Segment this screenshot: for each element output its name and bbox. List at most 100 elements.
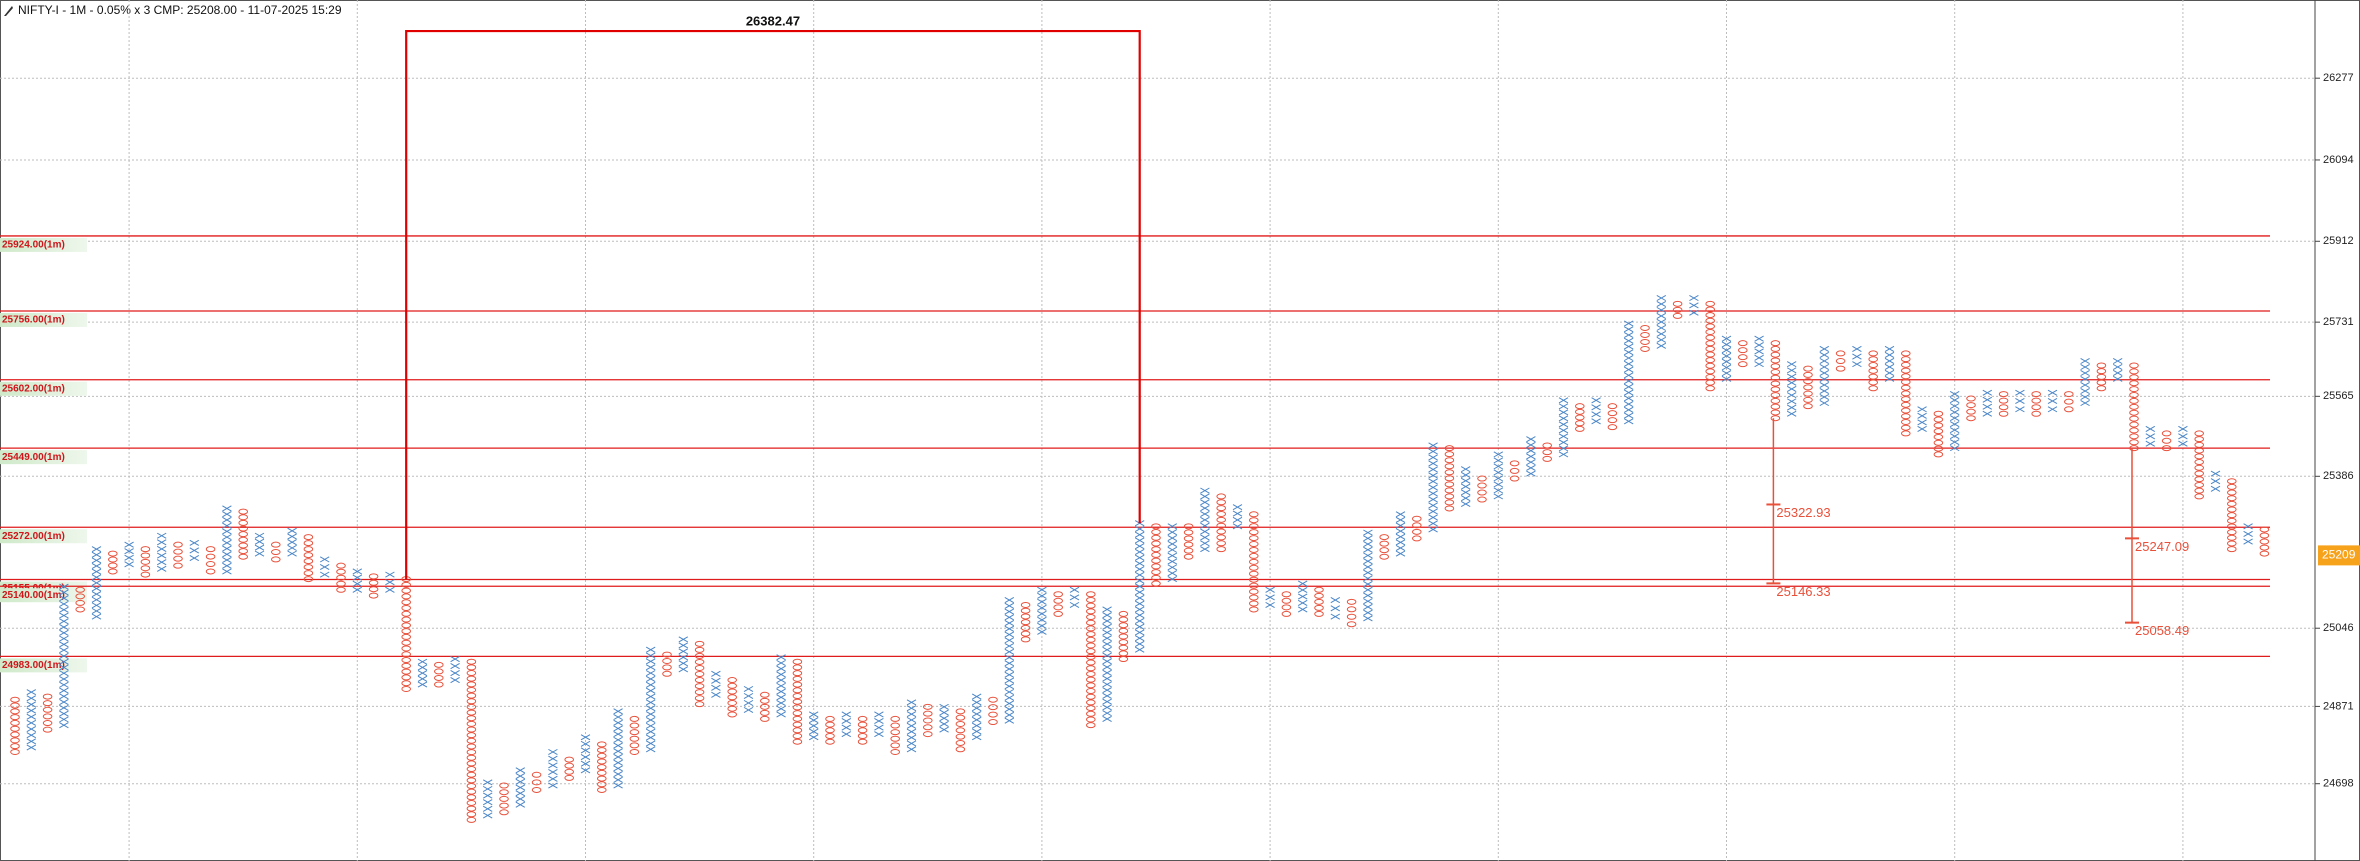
o-column [1118,610,1129,663]
x-symbol [1134,548,1145,555]
x-symbol [1558,415,1569,422]
o-symbol [499,782,509,789]
o-column [2161,430,2172,452]
o-symbol [727,677,738,684]
o-symbol [629,715,640,722]
x-symbol [515,772,526,780]
o-symbol [1086,705,1096,712]
x-symbol [1265,594,1275,601]
o-symbol [1412,528,1422,535]
x-symbol [124,541,134,548]
x-symbol [1330,605,1341,612]
x-symbol [91,568,102,575]
x-symbol [1004,665,1015,673]
x-symbol [2243,530,2253,537]
x-symbol [1591,411,1601,418]
x-column [2112,357,2123,382]
x-symbol [1363,603,1373,610]
x-symbol [59,664,69,671]
o-symbol [1738,354,1748,361]
level-label: 25449.00(1m) [2,452,65,463]
o-symbol [466,816,477,823]
x-symbol [1363,615,1373,622]
x-symbol [2112,369,2123,376]
x-symbol [548,782,558,789]
o-symbol [1509,475,1520,482]
o-symbol [1183,523,1194,530]
o-symbol [1281,591,1292,598]
x-symbol [711,677,721,684]
x-column [1004,597,1015,724]
x-symbol [1134,554,1145,561]
x-symbol [2080,387,2090,395]
x-symbol [1689,302,1699,309]
x-symbol [1004,677,1015,684]
x-symbol [1363,563,1373,570]
o-column [923,703,933,738]
o-symbol [2096,379,2107,386]
o-column [1998,391,2009,417]
x-symbol [645,722,656,729]
x-column [124,541,134,568]
x-symbol [1428,478,1438,485]
o-symbol [1086,596,1096,603]
x-symbol [1297,599,1308,607]
o-column [205,546,216,575]
x-symbol [1004,700,1015,707]
x-symbol [1982,389,1993,396]
o-symbol [1379,553,1389,560]
x-symbol [711,684,721,691]
o-column [1803,365,1813,410]
x-symbol [2145,425,2156,432]
o-column [825,715,835,745]
x-symbol [1949,439,1960,446]
x-symbol [482,805,493,812]
x-symbol [1102,687,1112,694]
x-symbol [2080,363,2090,371]
o-symbol [1738,361,1748,368]
x-symbol [1297,586,1308,594]
o-symbol [1901,356,1911,363]
x-symbol [417,670,428,677]
x-symbol [2178,433,2188,440]
o-symbol [1444,445,1455,452]
x-column [1102,606,1112,722]
x-symbol [1623,412,1634,419]
projection-label: 25247.09 [2135,539,2189,554]
x-column [1591,397,1601,425]
x-symbol [1623,366,1634,373]
o-symbol [597,781,607,788]
x-symbol [1102,617,1112,625]
x-symbol [613,725,623,732]
o-symbol [1086,682,1096,689]
x-symbol [1656,342,1667,349]
x-column [1493,451,1504,500]
o-column [1640,324,1650,352]
x-symbol [1134,543,1145,550]
x-symbol [1786,404,1797,411]
o-symbol [1086,619,1096,626]
x-symbol [482,779,493,786]
level-label: 25602.00(1m) [2,383,65,394]
x-symbol [1037,586,1047,593]
o-symbol [466,783,477,789]
x-symbol [1004,631,1015,638]
x-column [2047,389,2058,413]
x-symbol [1167,570,1178,577]
y-tick-label: 24871 [2323,700,2354,712]
x-column [613,708,623,789]
x-symbol [1754,342,1764,349]
o-symbol [2129,380,2139,387]
o-symbol [694,695,705,702]
o-column [42,693,53,733]
x-symbol [2210,478,2221,485]
x-symbol [2112,357,2123,365]
x-column [352,568,363,593]
title-icon [4,6,13,16]
o-symbol [1998,404,2009,411]
x-symbol [1037,598,1047,605]
x-symbol [2145,440,2156,447]
o-column [368,573,379,599]
x-symbol [1460,477,1471,484]
o-symbol [1770,403,1781,410]
